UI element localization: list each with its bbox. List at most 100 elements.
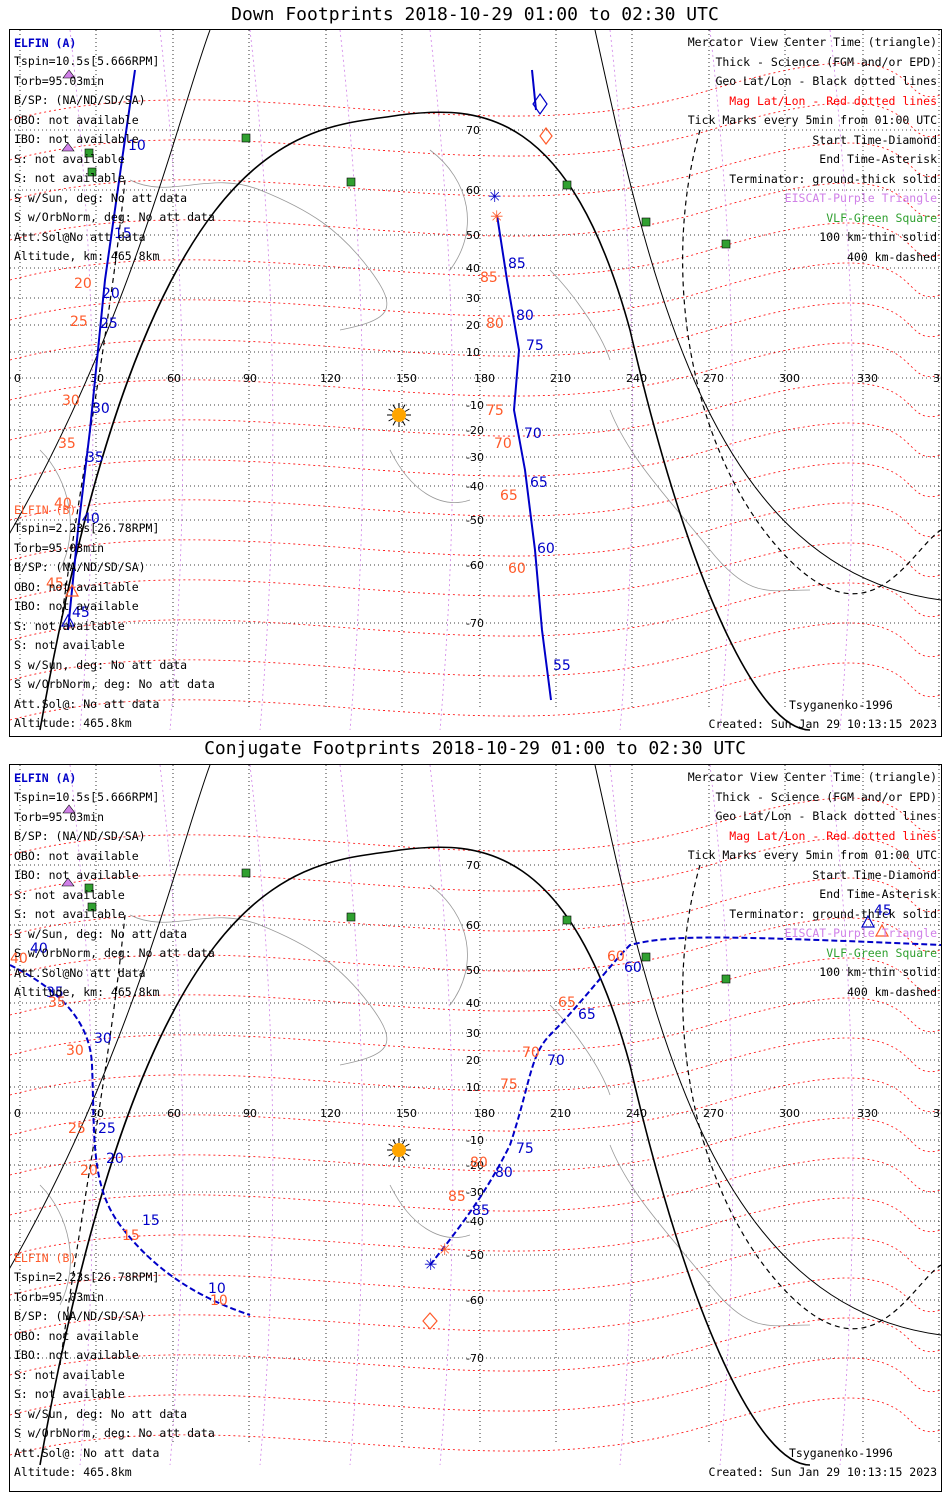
info-line: OBO: not available: [14, 848, 139, 863]
lat-tick-label: 60: [466, 184, 480, 197]
mag-lon-curve: [159, 30, 184, 731]
track-b-mag-label: 75: [500, 1077, 518, 1093]
info-line: IBO: not available: [14, 1348, 139, 1362]
track-a-time-label: 15: [142, 1213, 160, 1229]
legend-item: Mercator View Center Time (triangle): [687, 35, 937, 49]
lon-tick-label: 120: [320, 1107, 341, 1120]
terminator-400km: [682, 864, 941, 1330]
track-b-mag-label: 70: [522, 1045, 540, 1061]
legend-item: 400 km-dashed: [846, 249, 937, 264]
purple-triangle-icon: [61, 142, 75, 152]
track-b-time-label: 85: [508, 256, 526, 272]
purple-triangle-icon: [61, 877, 75, 887]
lon-tick-label: 180: [474, 372, 495, 385]
info-line: S: not available: [14, 618, 125, 633]
track-a-time-label: 15: [114, 226, 132, 242]
panel-title-down: Down Footprints 2018-10-29 01:00 to 02:3…: [231, 4, 719, 25]
track-a-time-label: 40: [30, 941, 48, 957]
info-line: S: not available: [14, 1387, 125, 1401]
track-a-mag-label: 25: [70, 314, 88, 330]
track-b-mag-label: 65: [500, 488, 518, 504]
mag-lon-curve: [609, 765, 634, 1466]
legend-item: 100 km-thin solid: [819, 965, 937, 979]
green-square-icon: [84, 883, 94, 893]
legend-item: Thick - Science (FGM and/or EPD): [715, 789, 937, 804]
info-line: S w/OrbNorm, deg: No att data: [14, 210, 215, 224]
lon-tick-label: 90: [243, 1107, 257, 1120]
track-b-mag-label: 80: [486, 316, 504, 332]
coastline: [549, 1004, 611, 1096]
green-square-icon: [562, 915, 572, 925]
track-a-time-label: 25: [100, 316, 118, 332]
mag-lon-curve: [69, 765, 94, 1466]
track-b-mag-label: 75: [486, 403, 504, 419]
mag-lon-curve: [609, 30, 634, 731]
mag-lon-curve: [69, 30, 94, 731]
terminator-400km: [682, 129, 941, 595]
lon-tick-label: 360: [933, 372, 941, 385]
info-line: Altitude: 465.8km: [14, 1465, 132, 1479]
info-line: S: not available: [14, 907, 125, 921]
lat-tick-label: -20: [466, 1159, 484, 1172]
info-line: Torb=95.03min: [14, 809, 105, 824]
green-square-icon: [721, 974, 731, 984]
lon-tick-label: 300: [779, 372, 800, 385]
mag-lon-curve: [429, 765, 454, 1466]
info-line: Att.Sol@No att data: [14, 965, 146, 980]
purple-triangle-icon: [62, 804, 76, 814]
info-line: S: not available: [14, 171, 125, 185]
mag-lon-curve: [159, 765, 184, 1466]
sc-b-name: ELFIN (B): [14, 503, 77, 517]
track-b-mag-label: 70: [494, 436, 512, 452]
terminator-100km: [10, 30, 211, 534]
track-a-time-label: 40: [82, 511, 100, 527]
model-label: Tsyganenko-1996: [789, 1446, 893, 1460]
mag-lat-curve: [10, 1237, 941, 1296]
track-b-time-label: 75: [516, 1141, 534, 1157]
lat-tick-label: 30: [466, 1027, 480, 1040]
lat-tick-label: 10: [466, 346, 480, 359]
green-square-icon: [346, 912, 356, 922]
info-line: OBO: not available: [14, 112, 139, 127]
legend-item: Mag Lat/Lon - Red dotted lines: [729, 828, 937, 843]
legend-item: EISCAT-Purple Triangle: [784, 926, 937, 940]
legend-item: Geo Lat/Lon - Black dotted lines: [715, 74, 937, 88]
legend-item: Start Time-Diamond: [812, 132, 937, 147]
mag-lon-curve: [829, 765, 854, 1466]
info-line: Tspin=2.23s[26.78RPM]: [14, 1270, 160, 1284]
legend-item: Tick Marks every 5min from 01:00 UTC: [687, 113, 937, 127]
terminator-100km: [594, 765, 941, 1336]
info-line: Altitude: 465.8km: [14, 716, 132, 730]
asterisk-icon: ✳: [488, 187, 501, 206]
coastline: [389, 1184, 471, 1238]
green-square-icon: [641, 217, 651, 227]
track-a-mag-label: 35: [58, 436, 76, 452]
info-line: OBO: not available: [14, 1328, 139, 1343]
track-b-time-label: 45: [874, 903, 892, 919]
mag-lon-curve: [709, 30, 734, 731]
model-label: Tsyganenko-1996: [789, 698, 893, 712]
terminator-400km: [59, 179, 126, 631]
track-a-mag-label: 20: [74, 276, 92, 292]
sun-icon: [387, 1138, 411, 1162]
info-line: IBO: not available: [14, 132, 139, 146]
green-square-icon: [641, 952, 651, 962]
track-a-time-label: 10: [128, 138, 146, 154]
elfin-b-track: [429, 936, 941, 1266]
legend-item: Terminator: ground-thick solid: [729, 906, 937, 921]
mag-lat-curve: [10, 582, 941, 641]
coastline: [429, 884, 468, 1006]
legend-item: Mag Lat/Lon - Red dotted lines: [729, 93, 937, 108]
track-a-time-label: 45: [72, 605, 90, 621]
info-line: S w/OrbNorm, deg: No att data: [14, 1426, 215, 1440]
legend-item: End Time-Asterisk: [819, 152, 937, 166]
legend-item: Start Time-Diamond: [812, 867, 937, 882]
lat-tick-label: -10: [466, 399, 484, 412]
legend-item: End Time-Asterisk: [819, 887, 937, 901]
lon-tick-label: 360: [933, 1107, 941, 1120]
info-line: Torb=95.03min: [14, 73, 105, 88]
track-b-mag-label: 80: [470, 1155, 488, 1171]
track-a-time-label: 35: [46, 985, 64, 1001]
lat-tick-label: -60: [466, 1294, 484, 1307]
track-a-time-label: 30: [94, 1031, 112, 1047]
